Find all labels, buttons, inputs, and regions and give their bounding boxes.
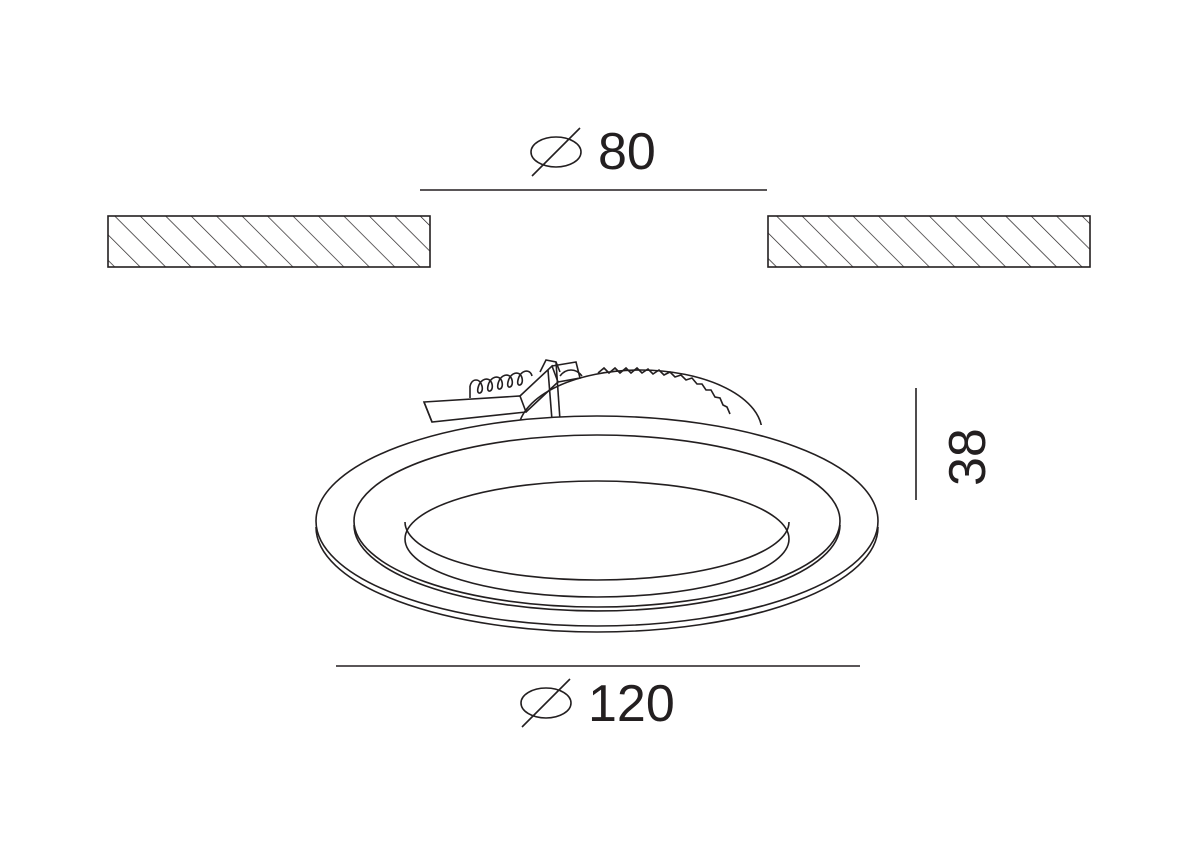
cutout-dimension: 80 (420, 123, 767, 191)
ceiling-block-right (767, 215, 1091, 268)
diameter-symbol-icon (530, 127, 582, 177)
outer-dimension: 120 (336, 665, 860, 733)
cutout-dimension-value: 80 (598, 123, 656, 181)
height-dimension-value: 38 (939, 428, 997, 486)
height-dimension: 38 (915, 388, 997, 500)
flange-rings (315, 415, 879, 633)
outer-dimension-value: 120 (588, 675, 675, 733)
diameter-symbol-icon (520, 678, 572, 728)
downlight-fixture (315, 359, 879, 633)
fixture-body (517, 366, 763, 425)
ceiling-section (107, 215, 1091, 268)
spring-clip (422, 359, 583, 423)
ceiling-block-left (107, 215, 431, 268)
